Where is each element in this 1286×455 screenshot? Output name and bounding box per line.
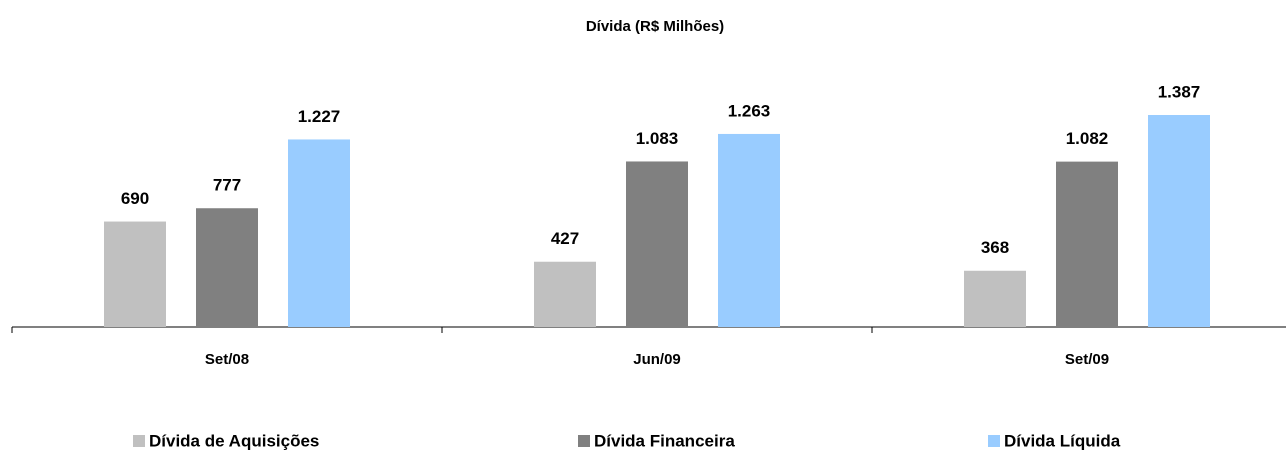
legend-label: Dívida Financeira	[594, 431, 735, 450]
bar	[1056, 161, 1118, 327]
data-label: 1.387	[1158, 82, 1201, 101]
legend-label: Dívida de Aquisições	[149, 431, 319, 450]
data-label: 1.227	[298, 107, 341, 126]
legend-swatch	[578, 435, 590, 447]
data-label: 368	[981, 238, 1009, 257]
x-tick-label: Set/08	[205, 351, 249, 368]
bar	[104, 221, 166, 327]
bar	[1148, 115, 1210, 327]
x-tick-label: Set/09	[1065, 351, 1109, 368]
x-tick-label: Jun/09	[633, 351, 681, 368]
data-label: 1.083	[636, 129, 679, 148]
data-label: 1.082	[1066, 129, 1109, 148]
legend-label: Dívida Líquida	[1004, 431, 1121, 450]
data-label: 690	[121, 189, 149, 208]
bar	[626, 161, 688, 327]
bar	[534, 261, 596, 327]
data-label: 777	[213, 176, 241, 195]
data-label: 1.263	[728, 101, 771, 120]
bar	[718, 133, 780, 327]
bar	[196, 208, 258, 327]
chart-title: Dívida (R$ Milhões)	[586, 18, 724, 35]
legend-swatch	[988, 435, 1000, 447]
bar	[964, 270, 1026, 327]
bar	[288, 139, 350, 327]
data-label: 427	[551, 229, 579, 248]
legend-swatch	[133, 435, 145, 447]
